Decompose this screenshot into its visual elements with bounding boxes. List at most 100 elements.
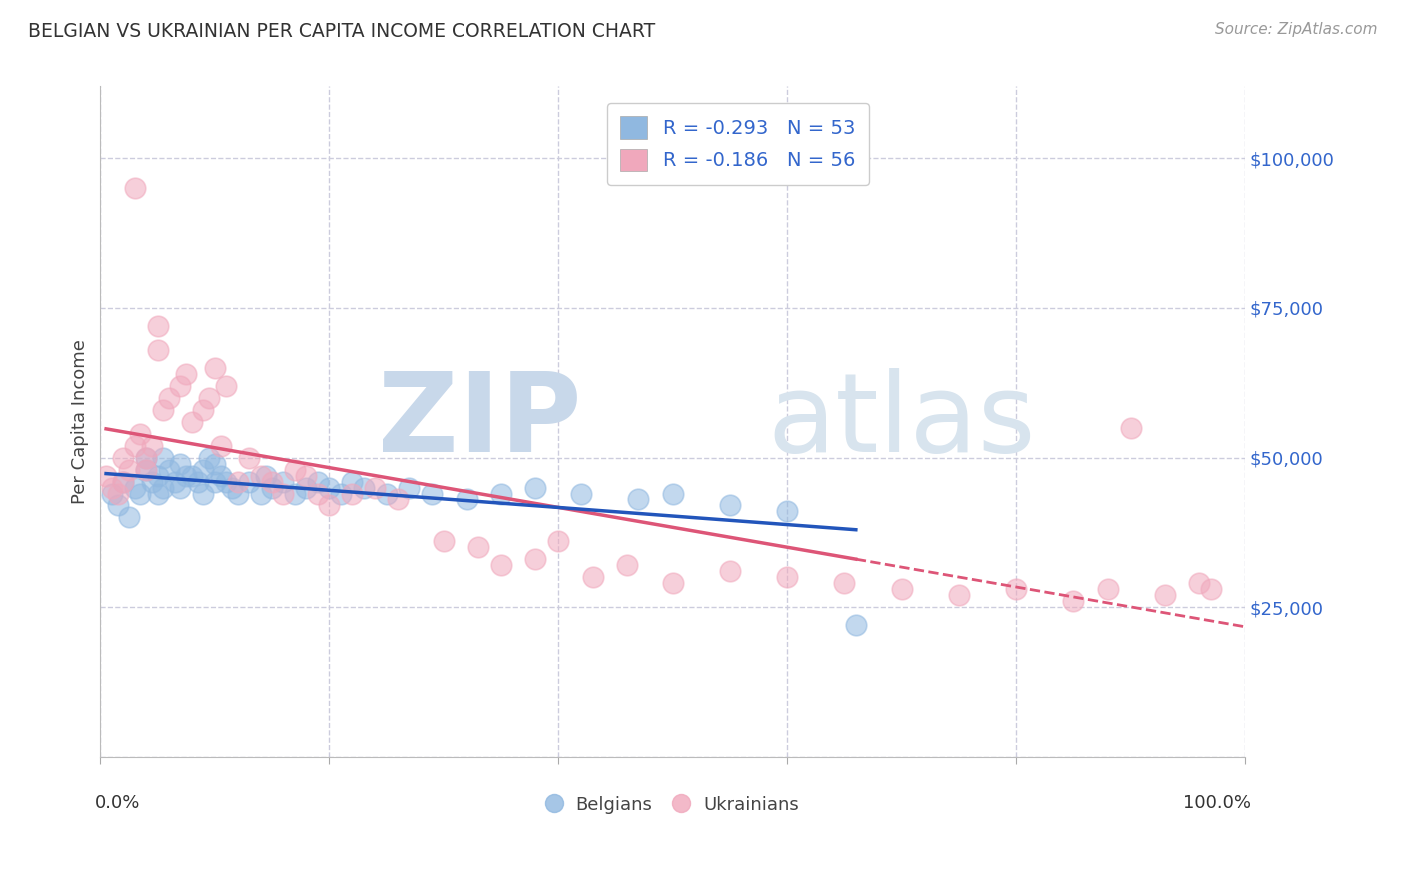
Point xyxy=(124,481,146,495)
Point xyxy=(375,486,398,500)
Text: ZIP: ZIP xyxy=(378,368,581,475)
Point xyxy=(524,481,547,495)
Point xyxy=(193,462,215,476)
Point xyxy=(112,475,135,489)
Point xyxy=(157,462,180,476)
Point xyxy=(834,576,856,591)
Point xyxy=(226,486,249,500)
Point xyxy=(569,486,592,500)
Point xyxy=(1005,582,1028,597)
Point xyxy=(135,450,157,465)
Point xyxy=(661,486,683,500)
Point xyxy=(152,402,174,417)
Point xyxy=(456,492,478,507)
Point xyxy=(364,481,387,495)
Point xyxy=(273,486,295,500)
Point xyxy=(215,475,238,489)
Point xyxy=(118,510,141,524)
Point xyxy=(249,486,271,500)
Point xyxy=(101,481,124,495)
Point xyxy=(661,576,683,591)
Point xyxy=(152,450,174,465)
Point xyxy=(107,499,129,513)
Point xyxy=(295,481,318,495)
Point xyxy=(273,475,295,489)
Point xyxy=(307,486,329,500)
Point xyxy=(157,391,180,405)
Point xyxy=(845,618,868,632)
Point xyxy=(1199,582,1222,597)
Point xyxy=(260,475,283,489)
Point xyxy=(174,367,197,381)
Point xyxy=(146,318,169,333)
Text: 0.0%: 0.0% xyxy=(94,794,141,812)
Point xyxy=(135,462,157,476)
Point xyxy=(1062,594,1084,608)
Point xyxy=(489,486,512,500)
Point xyxy=(187,475,209,489)
Point xyxy=(254,468,277,483)
Point xyxy=(890,582,912,597)
Point xyxy=(198,391,221,405)
Point xyxy=(146,468,169,483)
Point xyxy=(295,468,318,483)
Point xyxy=(204,457,226,471)
Point xyxy=(141,439,163,453)
Point xyxy=(135,462,157,476)
Point xyxy=(163,475,186,489)
Point xyxy=(340,486,363,500)
Point xyxy=(118,462,141,476)
Point xyxy=(718,499,741,513)
Point xyxy=(1097,582,1119,597)
Point xyxy=(204,475,226,489)
Point xyxy=(146,486,169,500)
Point xyxy=(221,481,243,495)
Point xyxy=(129,486,152,500)
Point xyxy=(107,486,129,500)
Point xyxy=(101,486,124,500)
Y-axis label: Per Capita Income: Per Capita Income xyxy=(72,339,89,504)
Point xyxy=(215,378,238,392)
Point xyxy=(146,343,169,357)
Point xyxy=(307,475,329,489)
Text: atlas: atlas xyxy=(768,368,1036,475)
Point xyxy=(1154,588,1177,602)
Point xyxy=(193,402,215,417)
Point xyxy=(169,481,191,495)
Point xyxy=(318,499,340,513)
Point xyxy=(141,475,163,489)
Point xyxy=(284,486,307,500)
Point xyxy=(193,486,215,500)
Point xyxy=(1119,420,1142,434)
Point xyxy=(226,475,249,489)
Point xyxy=(249,468,271,483)
Point xyxy=(129,426,152,441)
Point xyxy=(238,450,260,465)
Point xyxy=(209,468,232,483)
Text: 100.0%: 100.0% xyxy=(1182,794,1251,812)
Point xyxy=(238,475,260,489)
Point xyxy=(547,534,569,549)
Text: BELGIAN VS UKRAINIAN PER CAPITA INCOME CORRELATION CHART: BELGIAN VS UKRAINIAN PER CAPITA INCOME C… xyxy=(28,22,655,41)
Point xyxy=(340,475,363,489)
Text: Source: ZipAtlas.com: Source: ZipAtlas.com xyxy=(1215,22,1378,37)
Point xyxy=(181,415,204,429)
Point xyxy=(329,486,352,500)
Point xyxy=(112,450,135,465)
Point xyxy=(209,439,232,453)
Point xyxy=(1188,576,1211,591)
Point xyxy=(94,468,117,483)
Point xyxy=(124,439,146,453)
Point xyxy=(169,457,191,471)
Point xyxy=(489,558,512,573)
Point xyxy=(152,481,174,495)
Point xyxy=(174,468,197,483)
Point xyxy=(169,378,191,392)
Point xyxy=(433,534,456,549)
Legend: Belgians, Ukrainians: Belgians, Ukrainians xyxy=(540,789,806,822)
Point xyxy=(260,481,283,495)
Point xyxy=(112,475,135,489)
Point xyxy=(398,481,420,495)
Point xyxy=(124,181,146,195)
Point xyxy=(776,570,799,584)
